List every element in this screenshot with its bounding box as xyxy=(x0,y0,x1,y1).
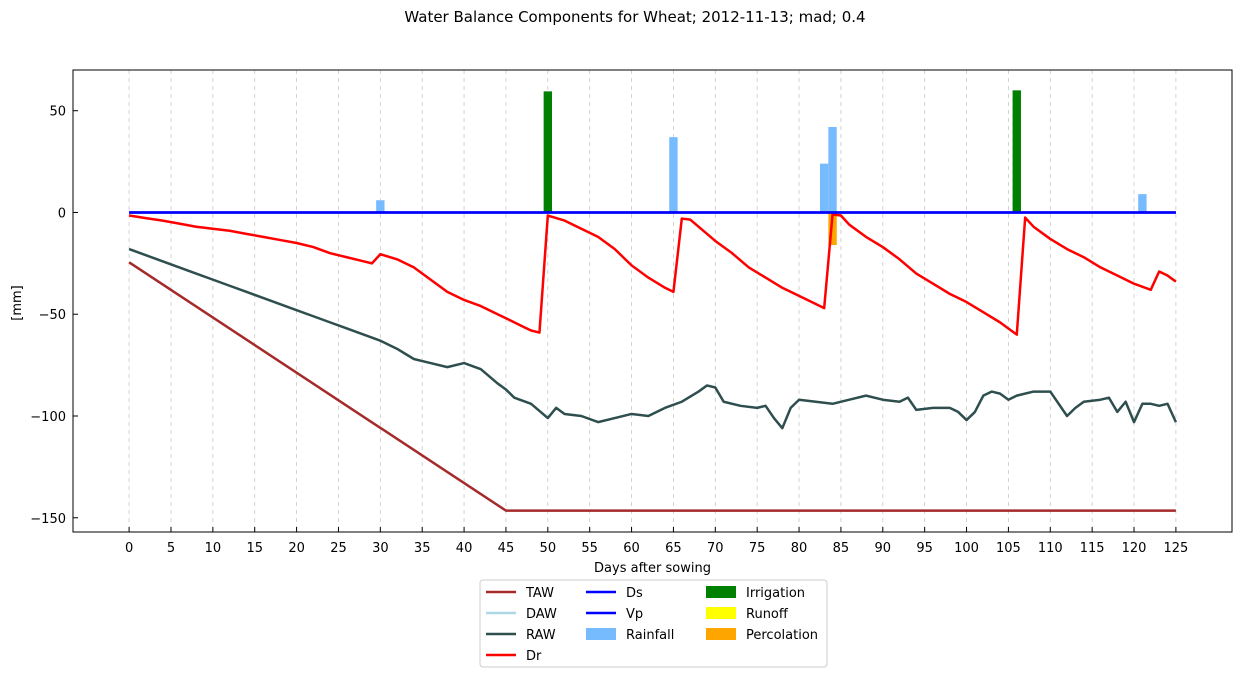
plot-area: 0 5 10 15 20 25 30 35 40 45 50 55 60 65 70 75 80 85 90 95 10… xyxy=(30,69,1233,556)
legend-label: Runoff xyxy=(746,607,789,622)
x-tick-label: 5 xyxy=(167,541,175,556)
legend-swatch xyxy=(706,628,736,640)
x-tick-label: 115 xyxy=(1080,541,1105,556)
y-axis: 50 0 −50 −100 −150 xyxy=(30,105,78,527)
x-axis: 0 5 10 15 20 25 30 35 40 45 50 55 60 65 70 75 80 85 90 95 10… xyxy=(125,527,1188,556)
x-tick-label: 70 xyxy=(707,541,724,556)
x-tick-label: 65 xyxy=(665,541,682,556)
x-tick-label: 80 xyxy=(791,541,808,556)
x-tick-label: 40 xyxy=(456,541,473,556)
line-series-raw xyxy=(128,247,1178,430)
y-tick-label: 50 xyxy=(49,105,66,120)
bar-series-irrigation xyxy=(543,90,1021,213)
legend-label: Irrigation xyxy=(746,586,805,601)
y-tick-label: −100 xyxy=(30,410,66,425)
x-tick-label: 90 xyxy=(875,541,892,556)
x-axis-label: Days after sowing xyxy=(594,561,711,576)
x-tick-label: 20 xyxy=(288,541,305,556)
x-tick-label: 60 xyxy=(623,541,640,556)
legend-label: RAW xyxy=(526,628,556,643)
legend-entry-dr: Dr xyxy=(486,649,542,664)
x-tick-label: 0 xyxy=(125,541,133,556)
legend-entry-rainfall: Rainfall xyxy=(586,628,674,643)
y-tick-label: 0 xyxy=(58,206,66,221)
legend-entry-ds: Ds xyxy=(586,586,643,601)
y-tick-label: −50 xyxy=(39,308,66,323)
line-series-dr xyxy=(128,213,1177,336)
irrigation-bar xyxy=(1012,90,1021,213)
x-tick-label: 55 xyxy=(581,541,598,556)
legend-label: Ds xyxy=(626,586,643,601)
percolation-bar xyxy=(828,212,837,246)
rainfall-bar xyxy=(669,137,678,213)
bar-series-percolation xyxy=(828,212,837,246)
legend: TAW DAW RAW Dr Ds Vp Rainfall Irrigation Runoff P… xyxy=(479,579,828,668)
x-tick-label: 95 xyxy=(916,541,933,556)
legend-entry-irrigation: Irrigation xyxy=(706,586,805,601)
y-tick-label: −150 xyxy=(30,512,66,527)
legend-label: Rainfall xyxy=(626,628,674,643)
x-tick-label: 105 xyxy=(996,541,1021,556)
legend-entry-runoff: Runoff xyxy=(706,607,789,622)
x-tick-label: 75 xyxy=(749,541,766,556)
legend-swatch xyxy=(706,586,736,598)
x-tick-label: 25 xyxy=(330,541,347,556)
legend-swatch xyxy=(706,607,736,619)
legend-swatch xyxy=(586,628,616,640)
rainfall-bar xyxy=(376,200,385,213)
plot-frame xyxy=(72,69,1233,533)
legend-entry-taw: TAW xyxy=(486,586,554,601)
legend-label: Vp xyxy=(626,607,643,622)
legend-label: DAW xyxy=(526,607,557,622)
rainfall-bar xyxy=(1138,194,1147,213)
rainfall-bar xyxy=(819,163,829,213)
legend-box xyxy=(479,579,828,668)
x-tick-label: 45 xyxy=(498,541,515,556)
legend-entry-daw: DAW xyxy=(486,607,557,622)
x-tick-label: 30 xyxy=(372,541,389,556)
legend-entry-vp: Vp xyxy=(586,607,643,622)
legend-label: Dr xyxy=(526,649,542,664)
legend-entry-raw: RAW xyxy=(486,628,556,643)
x-grid xyxy=(128,70,1177,532)
x-tick-label: 110 xyxy=(1038,541,1063,556)
x-tick-label: 35 xyxy=(414,541,431,556)
legend-entry-percolation: Percolation xyxy=(706,628,818,643)
x-tick-label: 100 xyxy=(954,541,979,556)
x-tick-label: 15 xyxy=(246,541,263,556)
x-tick-label: 10 xyxy=(205,541,222,556)
irrigation-bar xyxy=(543,91,553,213)
bar-series-rainfall xyxy=(376,126,1147,213)
x-tick-label: 125 xyxy=(1163,541,1188,556)
rainfall-bar xyxy=(828,126,837,213)
x-tick-label: 50 xyxy=(540,541,557,556)
legend-label: TAW xyxy=(525,586,554,601)
line-series-taw xyxy=(128,261,1176,512)
x-tick-label: 120 xyxy=(1122,541,1147,556)
y-axis-label: [mm] xyxy=(10,285,25,320)
x-tick-label: 85 xyxy=(833,541,850,556)
legend-label: Percolation xyxy=(746,628,818,643)
chart-title: Water Balance Components for Wheat; 2012… xyxy=(404,8,865,26)
